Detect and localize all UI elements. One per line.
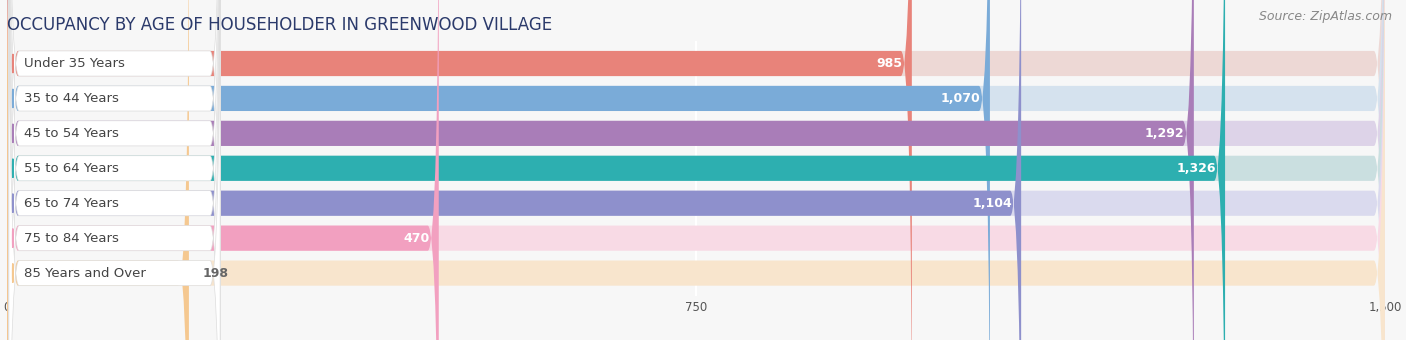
FancyBboxPatch shape [7,0,1385,340]
FancyBboxPatch shape [8,0,221,340]
FancyBboxPatch shape [7,0,1385,340]
Text: 35 to 44 Years: 35 to 44 Years [24,92,120,105]
FancyBboxPatch shape [7,0,1385,340]
FancyBboxPatch shape [8,0,221,340]
FancyBboxPatch shape [7,0,1385,340]
Text: 45 to 54 Years: 45 to 54 Years [24,127,120,140]
FancyBboxPatch shape [7,0,1225,340]
FancyBboxPatch shape [7,0,1385,340]
Text: 1,104: 1,104 [972,197,1012,210]
FancyBboxPatch shape [7,0,990,340]
Text: 65 to 74 Years: 65 to 74 Years [24,197,120,210]
FancyBboxPatch shape [7,0,188,340]
FancyBboxPatch shape [7,0,912,340]
Text: 55 to 64 Years: 55 to 64 Years [24,162,120,175]
Text: 75 to 84 Years: 75 to 84 Years [24,232,120,245]
FancyBboxPatch shape [7,0,439,340]
FancyBboxPatch shape [8,0,221,340]
FancyBboxPatch shape [8,0,221,340]
FancyBboxPatch shape [7,0,1385,340]
Text: 198: 198 [202,267,229,279]
Text: 470: 470 [404,232,430,245]
Text: 1,326: 1,326 [1177,162,1216,175]
FancyBboxPatch shape [7,0,1194,340]
FancyBboxPatch shape [8,0,221,340]
Text: 85 Years and Over: 85 Years and Over [24,267,146,279]
Text: 985: 985 [877,57,903,70]
Text: OCCUPANCY BY AGE OF HOUSEHOLDER IN GREENWOOD VILLAGE: OCCUPANCY BY AGE OF HOUSEHOLDER IN GREEN… [7,16,553,34]
Text: 1,070: 1,070 [941,92,981,105]
FancyBboxPatch shape [8,0,221,340]
FancyBboxPatch shape [7,0,1021,340]
FancyBboxPatch shape [8,0,221,340]
Text: Under 35 Years: Under 35 Years [24,57,125,70]
FancyBboxPatch shape [7,0,1385,340]
Text: Source: ZipAtlas.com: Source: ZipAtlas.com [1258,10,1392,23]
Text: 1,292: 1,292 [1144,127,1185,140]
